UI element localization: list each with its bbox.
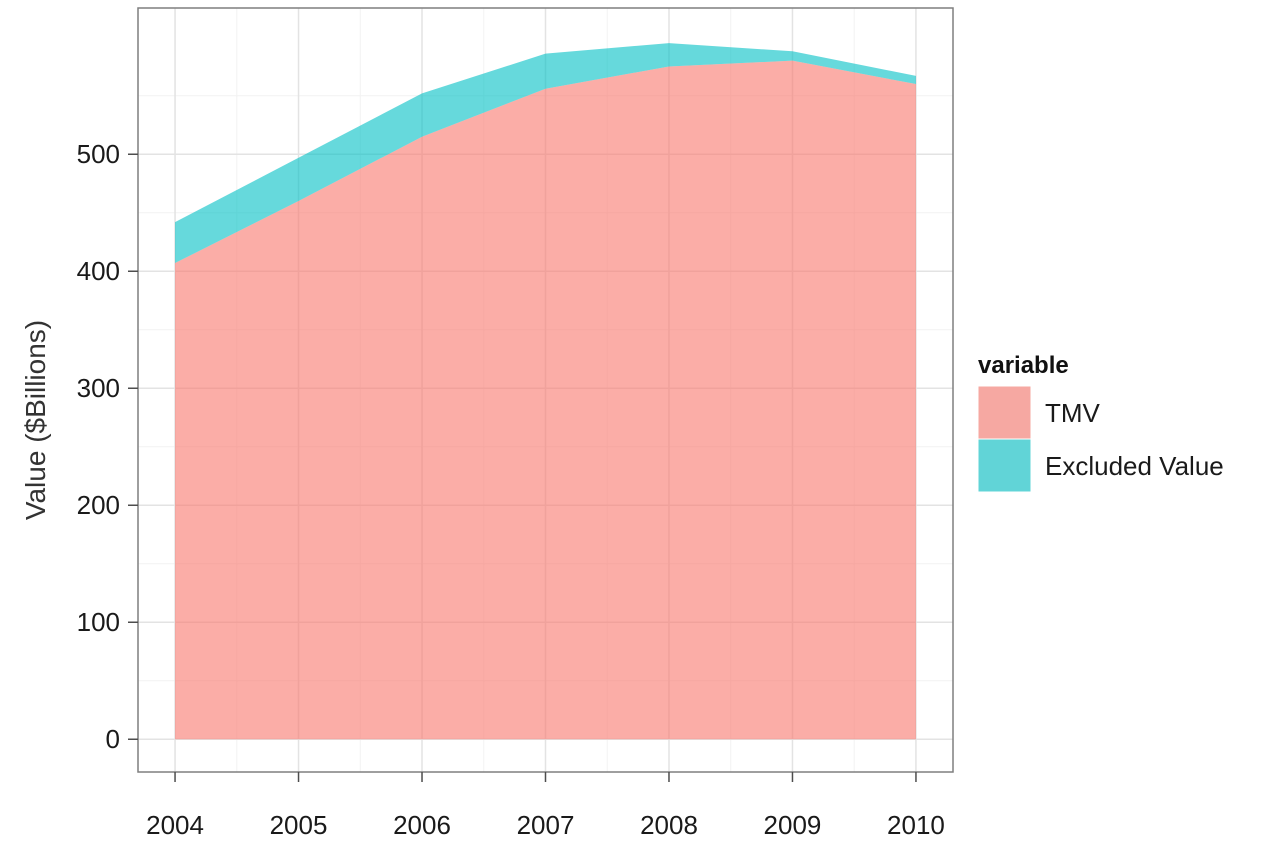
x-axis: 2004 2005 2006 2007 2008 2009 2010: [146, 772, 945, 840]
y-tick-label: 300: [77, 373, 120, 403]
legend-swatch: [977, 385, 1032, 440]
y-tick-label: 400: [77, 256, 120, 286]
y-tick-label: 100: [77, 607, 120, 637]
legend-key: [977, 438, 1032, 493]
y-axis-title: Value ($Billions): [20, 320, 51, 520]
y-tick-label: 500: [77, 139, 120, 169]
y-tick-label: 0: [106, 724, 120, 754]
y-axis: 0 100 200 300 400 500: [77, 139, 138, 754]
stacked-areas: [175, 43, 916, 740]
x-tick-label: 2004: [146, 810, 204, 840]
x-tick-label: 2006: [393, 810, 451, 840]
x-tick-label: 2010: [887, 810, 945, 840]
area-excluded-value: [175, 43, 916, 264]
x-tick-label: 2009: [764, 810, 822, 840]
x-tick-label: 2007: [517, 810, 575, 840]
legend-key: [977, 385, 1032, 440]
y-tick-label: 200: [77, 490, 120, 520]
legend-title: variable: [978, 352, 1069, 379]
x-tick-label: 2008: [640, 810, 698, 840]
area-tmv: [175, 60, 916, 740]
legend-label: Excluded Value: [1045, 451, 1224, 481]
legend-swatch: [977, 438, 1032, 493]
legend-label: TMV: [1045, 398, 1101, 428]
legend: variable TMV Excluded Value: [977, 352, 1224, 493]
legend-items: TMV Excluded Value: [977, 385, 1224, 493]
x-tick-label: 2005: [270, 810, 328, 840]
